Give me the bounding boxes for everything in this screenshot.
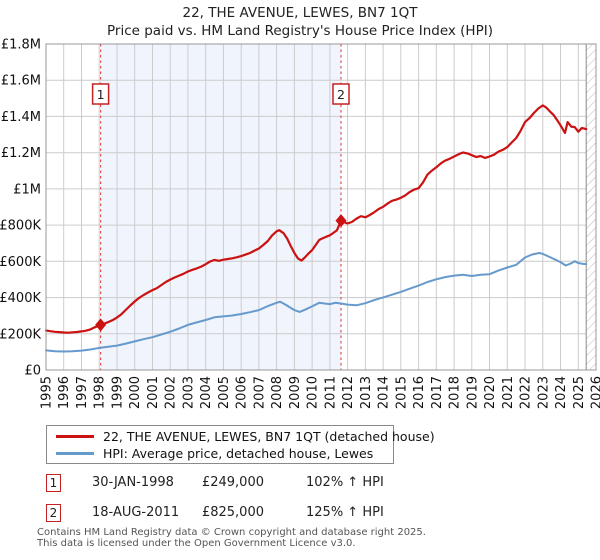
plot-border xyxy=(45,43,597,371)
hpi-series-label: HPI: Average price, detached house, Lewe… xyxy=(103,446,374,461)
svg-text:2023: 2023 xyxy=(536,376,551,409)
svg-text:2025: 2025 xyxy=(572,376,587,409)
svg-text:2020: 2020 xyxy=(483,376,498,409)
svg-text:2018: 2018 xyxy=(448,376,463,409)
svg-text:£1.2M: £1.2M xyxy=(1,146,41,161)
svg-text:2013: 2013 xyxy=(359,376,374,409)
svg-text:2003: 2003 xyxy=(181,376,196,409)
svg-text:£0: £0 xyxy=(24,364,41,379)
svg-text:£1.4M: £1.4M xyxy=(1,110,41,125)
svg-text:1998: 1998 xyxy=(93,376,108,409)
svg-text:1995: 1995 xyxy=(40,376,55,409)
transaction-1-vs-hpi: 102% ↑ HPI xyxy=(306,475,384,490)
svg-text:2004: 2004 xyxy=(199,376,214,409)
property-series-swatch xyxy=(56,435,94,438)
svg-text:£600K: £600K xyxy=(0,255,41,270)
svg-text:2019: 2019 xyxy=(465,376,480,409)
legend-row-property: 22, THE AVENUE, LEWES, BN7 1QT (detached… xyxy=(47,428,435,445)
sale-1-label-box xyxy=(91,83,110,105)
svg-text:2015: 2015 xyxy=(394,376,409,409)
svg-text:2021: 2021 xyxy=(501,376,516,409)
sale-1-marker-diamond xyxy=(95,318,107,332)
transaction-row-2: 2 18-AUG-2011 £825,000 125% ↑ HPI xyxy=(46,504,566,524)
future-region-hatch xyxy=(586,44,596,370)
hpi-series-swatch xyxy=(56,452,94,455)
chart-title: 22, THE AVENUE, LEWES, BN7 1QT xyxy=(182,5,418,21)
chart-subtitle: Price paid vs. HM Land Registry's House … xyxy=(107,23,493,39)
svg-text:2007: 2007 xyxy=(252,376,267,409)
property-price-line xyxy=(44,104,588,334)
svg-text:£1.6M: £1.6M xyxy=(1,74,41,89)
svg-text:2014: 2014 xyxy=(377,376,392,409)
svg-text:2005: 2005 xyxy=(217,376,232,409)
svg-text:£200K: £200K xyxy=(0,327,41,342)
svg-text:£1M: £1M xyxy=(13,182,41,197)
chart-legend: 22, THE AVENUE, LEWES, BN7 1QT (detached… xyxy=(46,425,435,464)
svg-text:1997: 1997 xyxy=(75,376,90,409)
svg-text:£800K: £800K xyxy=(0,219,41,234)
svg-text:1999: 1999 xyxy=(111,376,126,409)
svg-text:2011: 2011 xyxy=(323,376,338,409)
footer-line-2: This data is licensed under the Open Gov… xyxy=(37,537,356,549)
svg-text:2006: 2006 xyxy=(235,376,250,409)
between-sales-shaded-region xyxy=(100,44,341,370)
svg-text:2024: 2024 xyxy=(554,376,569,409)
license-footer: Contains HM Land Registry data © Crown c… xyxy=(37,527,426,549)
transaction-2-date: 18-AUG-2011 xyxy=(92,505,180,520)
svg-text:2012: 2012 xyxy=(341,376,356,409)
legend-row-hpi: HPI: Average price, detached house, Lewe… xyxy=(47,445,393,462)
svg-text:2000: 2000 xyxy=(128,376,143,409)
svg-text:2022: 2022 xyxy=(519,376,534,409)
transaction-1-number-badge: 1 xyxy=(46,474,61,492)
svg-text:2009: 2009 xyxy=(288,376,303,409)
x-axis-tick-labels: 1995 1996 1997 1998 1999 2000 2001 2002 2003 2004… xyxy=(40,376,600,409)
sale-2-label-number: 2 xyxy=(337,87,345,102)
transaction-row-1: 1 30-JAN-1998 £249,000 102% ↑ HPI xyxy=(46,474,566,494)
svg-text:£400K: £400K xyxy=(0,291,41,306)
transaction-1-date: 30-JAN-1998 xyxy=(92,475,174,490)
transaction-2-vs-hpi: 125% ↑ HPI xyxy=(306,505,384,520)
sale-2-marker-diamond xyxy=(335,214,347,228)
svg-text:2017: 2017 xyxy=(430,376,445,409)
hpi-average-line xyxy=(45,252,588,353)
footer-line-1: Contains HM Land Registry data © Crown c… xyxy=(37,527,426,538)
svg-text:2002: 2002 xyxy=(164,376,179,409)
sale-2-label-box xyxy=(332,83,350,105)
price-history-chart: 1 2 £0 £200K £400K £600K £800K £1M £1.2M £1.4M £1.… xyxy=(0,38,600,410)
svg-text:2016: 2016 xyxy=(412,376,427,409)
transaction-1-price: £249,000 xyxy=(201,475,264,490)
svg-text:2026: 2026 xyxy=(590,376,600,409)
svg-text:2001: 2001 xyxy=(146,376,161,409)
svg-text:2010: 2010 xyxy=(306,376,321,409)
svg-text:2008: 2008 xyxy=(270,376,285,409)
y-axis-tick-labels: £0 £200K £400K £600K £800K £1M £1.2M £1.4M £1.6M… xyxy=(0,38,41,379)
transaction-2-price: £825,000 xyxy=(201,505,264,520)
svg-text:1996: 1996 xyxy=(57,376,72,409)
sale-1-label-number: 1 xyxy=(97,87,105,102)
property-series-label: 22, THE AVENUE, LEWES, BN7 1QT (detached… xyxy=(103,429,435,444)
transaction-2-number-badge: 2 xyxy=(46,504,61,522)
svg-text:£1.8M: £1.8M xyxy=(1,38,41,53)
